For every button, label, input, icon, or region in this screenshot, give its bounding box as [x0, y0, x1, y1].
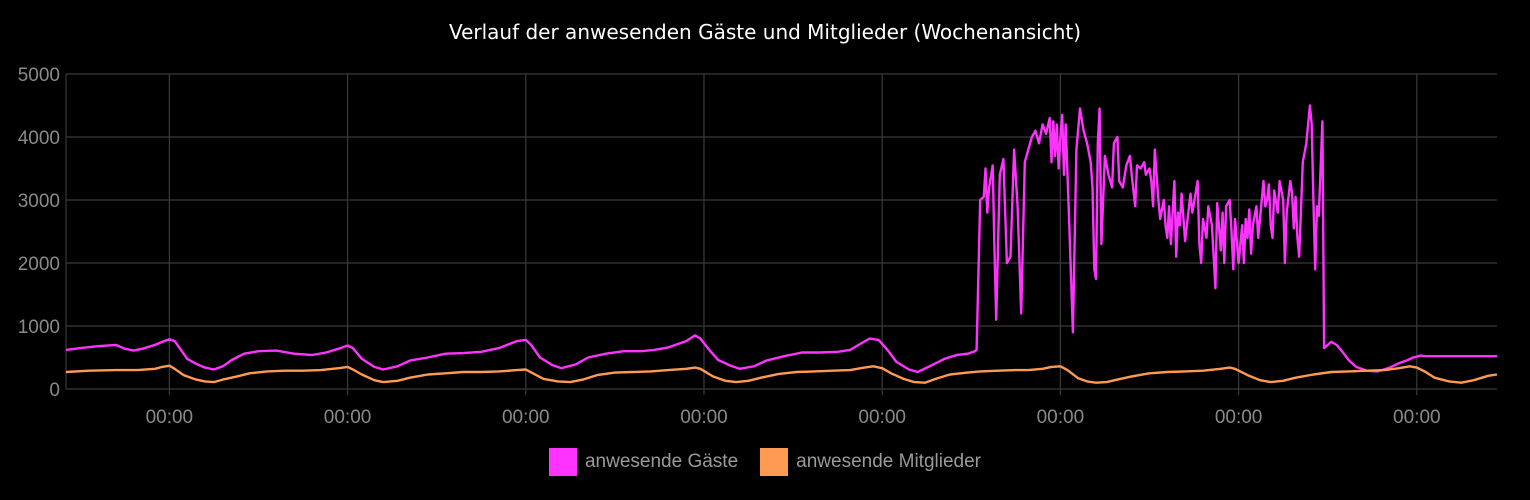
y-tick-label: 4000	[18, 128, 60, 149]
y-tick-label: 3000	[18, 191, 60, 212]
legend: anwesende Gäste anwesende Mitglieder	[0, 448, 1530, 476]
y-tick-label: 2000	[18, 254, 60, 275]
x-tick-label: 00:00	[324, 407, 372, 428]
x-tick-label: 00:00	[1393, 407, 1441, 428]
series-line-guests	[65, 104, 1497, 374]
y-tick-label: 1000	[18, 317, 60, 338]
x-tick-label: 00:00	[680, 407, 728, 428]
legend-item-members[interactable]: anwesende Mitglieder	[760, 448, 981, 476]
chart-title: Verlauf der anwesenden Gäste und Mitglie…	[448, 20, 1082, 44]
legend-swatch-members	[760, 448, 789, 476]
x-tick-label: 00:00	[1215, 407, 1263, 428]
legend-label-guests: anwesende Gäste	[584, 451, 739, 472]
y-axis-ticks: 0 1000 2000 3000 4000 5000	[18, 65, 60, 401]
x-tick-label: 00:00	[146, 407, 194, 428]
grid-lines	[65, 73, 1497, 395]
x-tick-label: 00:00	[1037, 407, 1085, 428]
y-tick-label: 0	[49, 380, 60, 401]
x-tick-label: 00:00	[858, 407, 906, 428]
x-tick-label: 00:00	[502, 407, 550, 428]
series-lines	[65, 104, 1498, 384]
y-tick-label: 5000	[18, 65, 60, 86]
legend-item-guests[interactable]: anwesende Gäste	[548, 448, 739, 476]
x-axis-ticks: 00:00 00:00 00:00 00:00 00:00 00:00 00:00 00:00	[146, 407, 1441, 428]
legend-label-members: anwesende Mitglieder	[796, 451, 981, 472]
legend-swatch-guests	[548, 448, 577, 476]
series-line-members	[65, 364, 1498, 384]
